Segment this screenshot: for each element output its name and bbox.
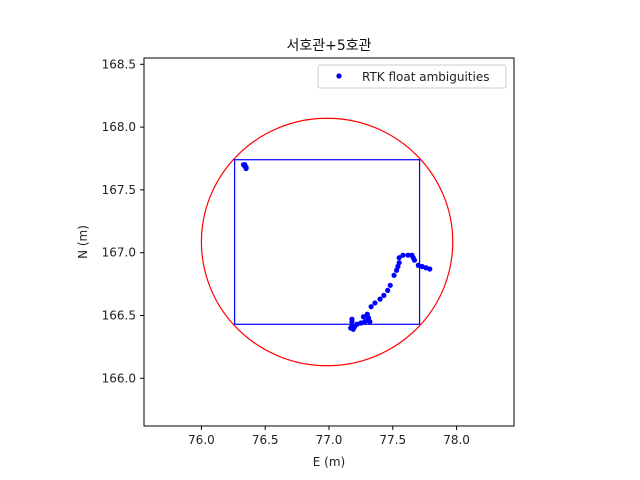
x-tick-label: 78.0: [443, 433, 470, 447]
legend-marker: [336, 73, 342, 79]
x-tick-label: 77.0: [316, 433, 343, 447]
x-tick-label: 76.0: [188, 433, 215, 447]
data-point: [368, 304, 374, 310]
y-axis: 166.0 166.5 167.0 167.5 168.0 168.5: [102, 57, 144, 385]
y-tick-label: 167.0: [102, 246, 136, 260]
data-point: [427, 266, 433, 272]
y-tick-label: 166.0: [102, 371, 136, 385]
x-tick-label: 76.5: [252, 433, 279, 447]
x-axis: 76.0 76.5 77.0 77.5 78.0: [188, 426, 470, 447]
data-point: [385, 287, 391, 293]
y-tick-label: 166.5: [102, 308, 136, 322]
y-tick-label: 168.0: [102, 120, 136, 134]
data-point: [377, 296, 383, 302]
x-axis-label: E (m): [313, 455, 345, 469]
data-point: [381, 292, 387, 298]
data-point: [391, 272, 397, 278]
legend-label: RTK float ambiguities: [362, 70, 489, 84]
y-axis-label: N (m): [76, 225, 90, 259]
data-point: [367, 319, 373, 325]
data-point: [372, 300, 378, 306]
data-point: [400, 252, 406, 258]
data-point: [349, 316, 355, 322]
data-point: [411, 257, 418, 263]
boundary-rectangle: [233, 159, 421, 325]
boundary-circle: [200, 117, 454, 367]
data-point: [360, 314, 367, 320]
data-point: [242, 162, 248, 168]
x-tick-label: 77.5: [379, 433, 406, 447]
legend: RTK float ambiguities: [317, 64, 507, 89]
legend-box: [317, 64, 507, 89]
y-tick-label: 168.5: [102, 57, 136, 71]
chart-title: 서호관+5호관: [286, 38, 371, 54]
data-point: [396, 255, 402, 261]
data-point: [396, 260, 402, 266]
data-point: [405, 252, 411, 258]
y-tick-label: 167.5: [102, 183, 136, 197]
data-point: [387, 282, 393, 288]
